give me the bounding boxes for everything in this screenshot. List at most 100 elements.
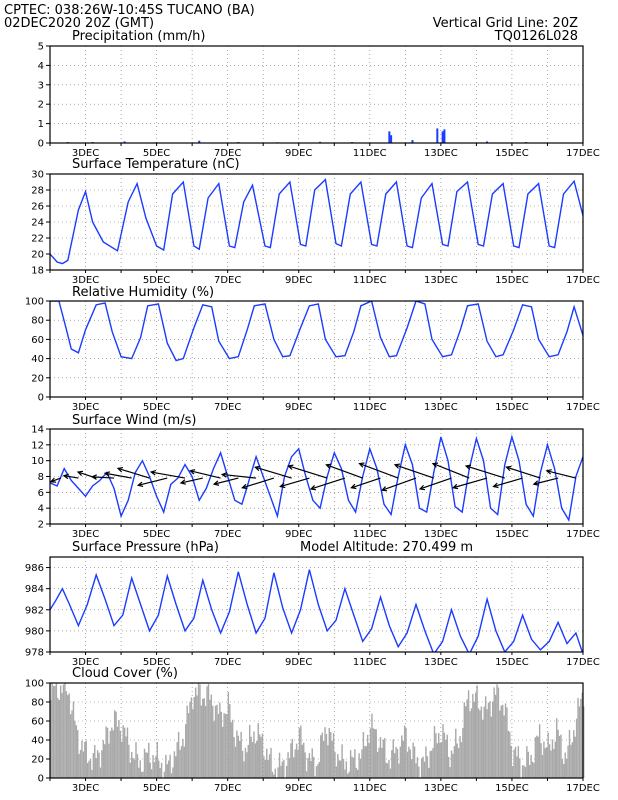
y-tick-label: 2 [38,100,44,111]
cloud-bar [84,741,86,778]
temperature-line [50,178,583,265]
cloud-bar [153,762,156,778]
cloud-bar [480,706,483,778]
humidity-frame [49,300,584,398]
y-tick-label: 20 [31,373,44,384]
panel-title-pressure: Surface Pressure (hPa) [72,540,219,555]
cloud-bar [531,761,534,778]
cloud-bar [54,685,56,778]
cloud-bar [291,738,294,778]
cloud-bar [298,727,301,778]
cloud-bar [111,727,113,778]
cloud-bar [557,729,559,778]
cloud-bar [386,763,389,778]
wind-vector [104,472,132,479]
y-tick-label: 80 [31,316,44,327]
cloud-bar [337,754,339,778]
wind-vector [419,477,452,490]
cloud-bar [388,759,390,778]
cloud-bar [177,731,180,778]
cloud-bar [108,743,110,778]
cloud-bar [310,760,312,778]
header-location: CPTEC: 038:26W-10:45S TUCANO (BA) [4,3,255,18]
cloud-bar [335,766,338,778]
wind-vector [546,470,577,479]
wind-vector [533,477,559,485]
cloud-bar [150,769,153,778]
cloud-bar [230,722,232,778]
wind-arrowhead [116,466,124,473]
wind-vector [506,466,541,479]
cloud-bar [165,754,167,778]
cloud-bar [405,727,407,778]
x-tick-label: 17DEC [566,148,600,159]
cloud-bar [112,730,114,778]
cloud-bar [200,705,203,778]
cloud-bar [347,773,349,778]
cloud-bar [374,729,376,778]
cloud-bar [371,713,373,778]
cloud-bar [243,761,245,778]
cloud-bar [135,742,137,778]
x-tick-label: 13DEC [424,529,458,540]
cloud-bar [145,752,147,778]
cloud-bar [58,699,60,778]
cloud-bar [254,743,257,778]
cloud-bar [129,762,132,778]
wind-vector [213,477,239,485]
cloud-bar [449,767,451,778]
cloud-bar [234,746,237,778]
x-tick-label: 9DEC [285,783,312,794]
cloud-bar [125,736,127,778]
precip-bar [486,141,489,143]
cloud-bar [148,742,150,778]
cloud-bar [497,687,500,778]
cloud-bar [163,771,166,778]
cloud-bar [79,750,82,778]
cloud-bar [227,691,230,778]
cloud-bar [563,763,565,778]
wind-vector [255,466,292,479]
header-model-code: TQ0126L028 [494,29,578,44]
x-tick-label: 15DEC [495,783,529,794]
cloud-bar [476,685,478,778]
y-tick-label: 22 [31,234,44,245]
wind-arrowhead [136,481,144,488]
cloud-bar [477,708,480,778]
cloud-bar [322,740,325,778]
temperature-frame [49,173,584,271]
wind-arrowhead [505,465,512,472]
cloud-bar [81,740,83,778]
cloud-bar [469,711,471,778]
cloud-bar [501,704,504,778]
cloud-bar [152,754,154,778]
y-tick-label: 4 [38,504,44,515]
cloud-bar [300,725,302,778]
cloud-bar [391,750,393,778]
cloud-bar [344,769,346,778]
panel-temperature: 18 20 22 24 26 28 30 3DEC 5DEC 7DEC 9DEC 11DEC 13DEC… [31,170,600,287]
cloud-bar [122,725,124,778]
cloud-bar [523,765,525,778]
cloud-bar [77,730,79,778]
x-tick-label: 9DEC [285,529,312,540]
cloud-bar [416,757,419,778]
cloud-bar [128,744,130,778]
cloud-bar [362,731,365,778]
cloud-bar [166,764,168,778]
wind-vector [242,477,275,489]
panel-title-precipitation: Precipitation (mm/h) [72,29,205,44]
wind-arrowhead [179,479,187,485]
cloud-bar [429,751,431,778]
cloud-bar [372,728,375,778]
cloud-bar [474,692,477,778]
cloud-bar [61,692,63,778]
y-tick-label: 986 [25,563,44,574]
cloud-bar [285,765,288,778]
cloud-bar [96,750,99,778]
y-tick-label: 0 [38,139,44,150]
wind-line [50,434,583,522]
cloud-bar [575,718,578,778]
cloud-bar [493,687,495,778]
precip-bar [390,135,393,143]
